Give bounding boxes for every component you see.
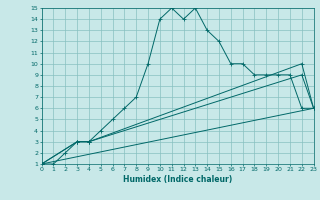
X-axis label: Humidex (Indice chaleur): Humidex (Indice chaleur) <box>123 175 232 184</box>
